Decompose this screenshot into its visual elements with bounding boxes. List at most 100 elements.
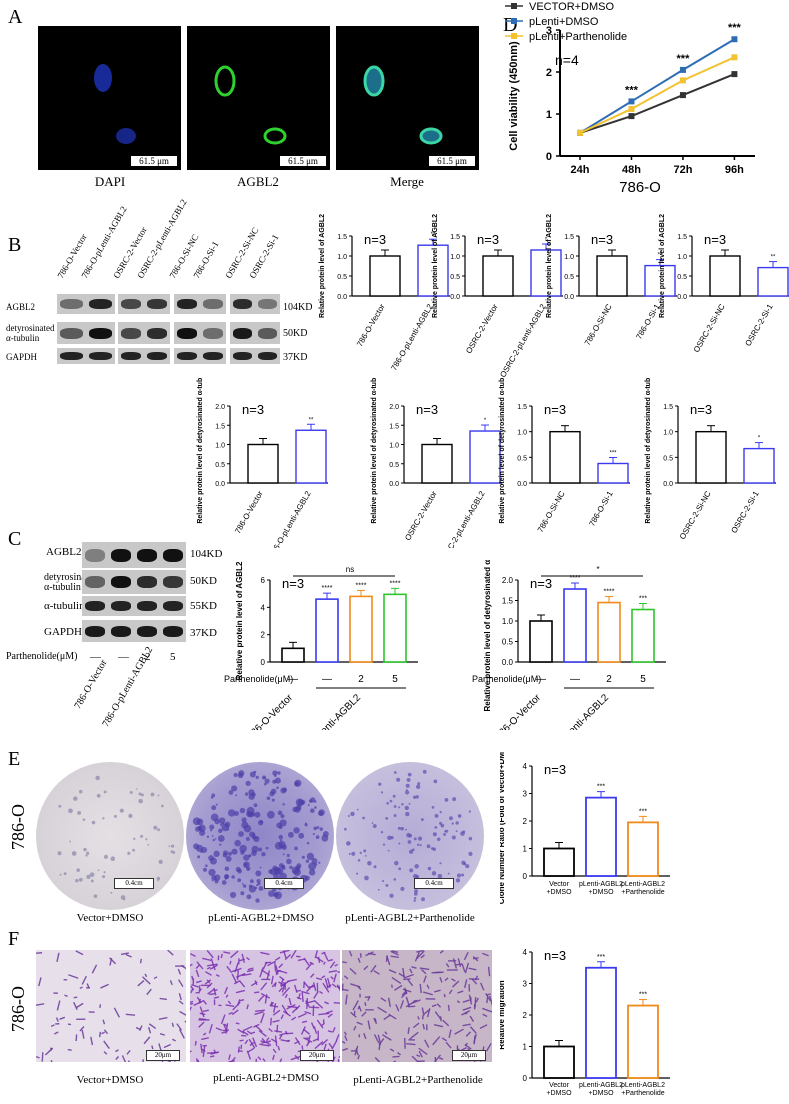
data-point [731, 54, 738, 61]
colony [422, 769, 427, 774]
colony [404, 805, 409, 811]
colony [153, 825, 158, 830]
migrated-cell [442, 1019, 450, 1027]
colony [437, 873, 443, 879]
migrated-cell [255, 1009, 265, 1013]
migrated-cell [350, 983, 361, 988]
panel-letter-f: F [8, 928, 20, 950]
y-tick-label: 1.0 [502, 617, 514, 626]
x-tick-label: pLenti-AGBL2 [579, 881, 623, 888]
colony [147, 843, 150, 846]
colony [347, 814, 350, 817]
migrated-cell [169, 980, 173, 986]
migrated-cell [361, 1011, 367, 1017]
blot-band [233, 327, 252, 339]
colony [351, 851, 356, 856]
x-tick-label: 786-O-pLenti-AGBL2 [267, 489, 313, 548]
y-tick-label: 0 [546, 151, 552, 163]
migrated-cell [286, 978, 297, 983]
colony [58, 804, 62, 808]
wb-c-label-detyr: detyrosinated α-tubulin [44, 572, 98, 593]
significance-star: *** [597, 954, 605, 961]
migrated-cell [252, 1037, 258, 1048]
migrated-cell [120, 952, 130, 956]
bar [281, 647, 305, 663]
migrated-cell [50, 1059, 54, 1067]
colony [350, 811, 355, 817]
e-caption-vector: Vector+DMSO [76, 912, 144, 924]
treat-label: Parthenolide(μM) [472, 674, 541, 684]
scale-bar: 61.5 μm [279, 155, 327, 167]
colony [280, 839, 283, 842]
chart-c1: 0 2 4 6 **** **** **** Relative protein level o… [224, 561, 418, 730]
migrated-cell [215, 974, 220, 978]
migrated-cell [377, 1006, 387, 1014]
wb-c-label-gapdh: GAPDH [44, 626, 82, 638]
bar [585, 796, 617, 877]
treat-v0: — [90, 651, 101, 663]
treat-v3: 5 [170, 651, 176, 663]
migrated-cell [452, 980, 460, 988]
colony [400, 886, 405, 891]
migrated-cell [142, 976, 151, 985]
migrated-cell [64, 994, 68, 997]
colony [229, 891, 237, 899]
treat-value: 5 [392, 674, 398, 685]
colony [456, 873, 462, 878]
migrated-cell [323, 951, 329, 961]
colony [78, 789, 83, 794]
migrated-cell [316, 1019, 324, 1029]
migrated-cell [420, 968, 427, 975]
colony [385, 884, 389, 887]
migrated-cell [206, 949, 214, 959]
colony [145, 838, 148, 841]
colony [432, 832, 437, 837]
migrated-cell [183, 963, 193, 970]
colony [140, 834, 144, 838]
colony [457, 814, 462, 818]
colony [400, 826, 404, 831]
colony [86, 851, 90, 855]
migrated-cell [310, 1022, 315, 1029]
bar [627, 821, 659, 877]
blot-strip [174, 322, 226, 344]
migrated-cell [331, 983, 337, 988]
colony [76, 868, 81, 872]
wb-label-gapdh: GAPDH [6, 352, 38, 362]
y-tick-label: 3 [546, 25, 552, 37]
colony [256, 883, 259, 887]
colony [213, 850, 220, 858]
colony [127, 851, 131, 855]
colony [452, 797, 457, 802]
colony [409, 868, 414, 873]
colony [430, 847, 434, 850]
colony [357, 859, 361, 862]
data-point [731, 71, 738, 78]
colony [239, 807, 246, 814]
colony [439, 811, 442, 814]
chart-b2: 0.00.51.01.5OSRC-2-Vector*OSRC-2-pLenti-… [432, 214, 563, 378]
colony [292, 806, 298, 813]
migrated-cell [210, 958, 214, 965]
migrated-cell [423, 991, 433, 996]
colony [85, 854, 88, 857]
migrated-cell [189, 953, 196, 958]
y-tick-label: 1.0 [215, 443, 225, 450]
blot-band [233, 299, 252, 309]
migrated-cell [436, 1003, 442, 1008]
y-tick-label: 0.5 [450, 274, 460, 281]
y-tick-label: 0.0 [663, 481, 673, 488]
migrated-cell [445, 963, 450, 968]
colony [239, 844, 247, 853]
colony [226, 828, 229, 831]
migrated-cell [231, 967, 242, 973]
migrated-cell [270, 1001, 274, 1007]
colony [322, 831, 329, 838]
colony [57, 851, 62, 856]
wb-label-detyr-tubulin: detyrosinated α-tubulin [6, 323, 55, 343]
scale-bar: 0.4cm [114, 878, 154, 889]
y-tick-label: 0.5 [564, 274, 574, 281]
n-label: n=3 [364, 232, 386, 247]
blot-band [258, 299, 277, 309]
migrated-cell [222, 1029, 229, 1032]
